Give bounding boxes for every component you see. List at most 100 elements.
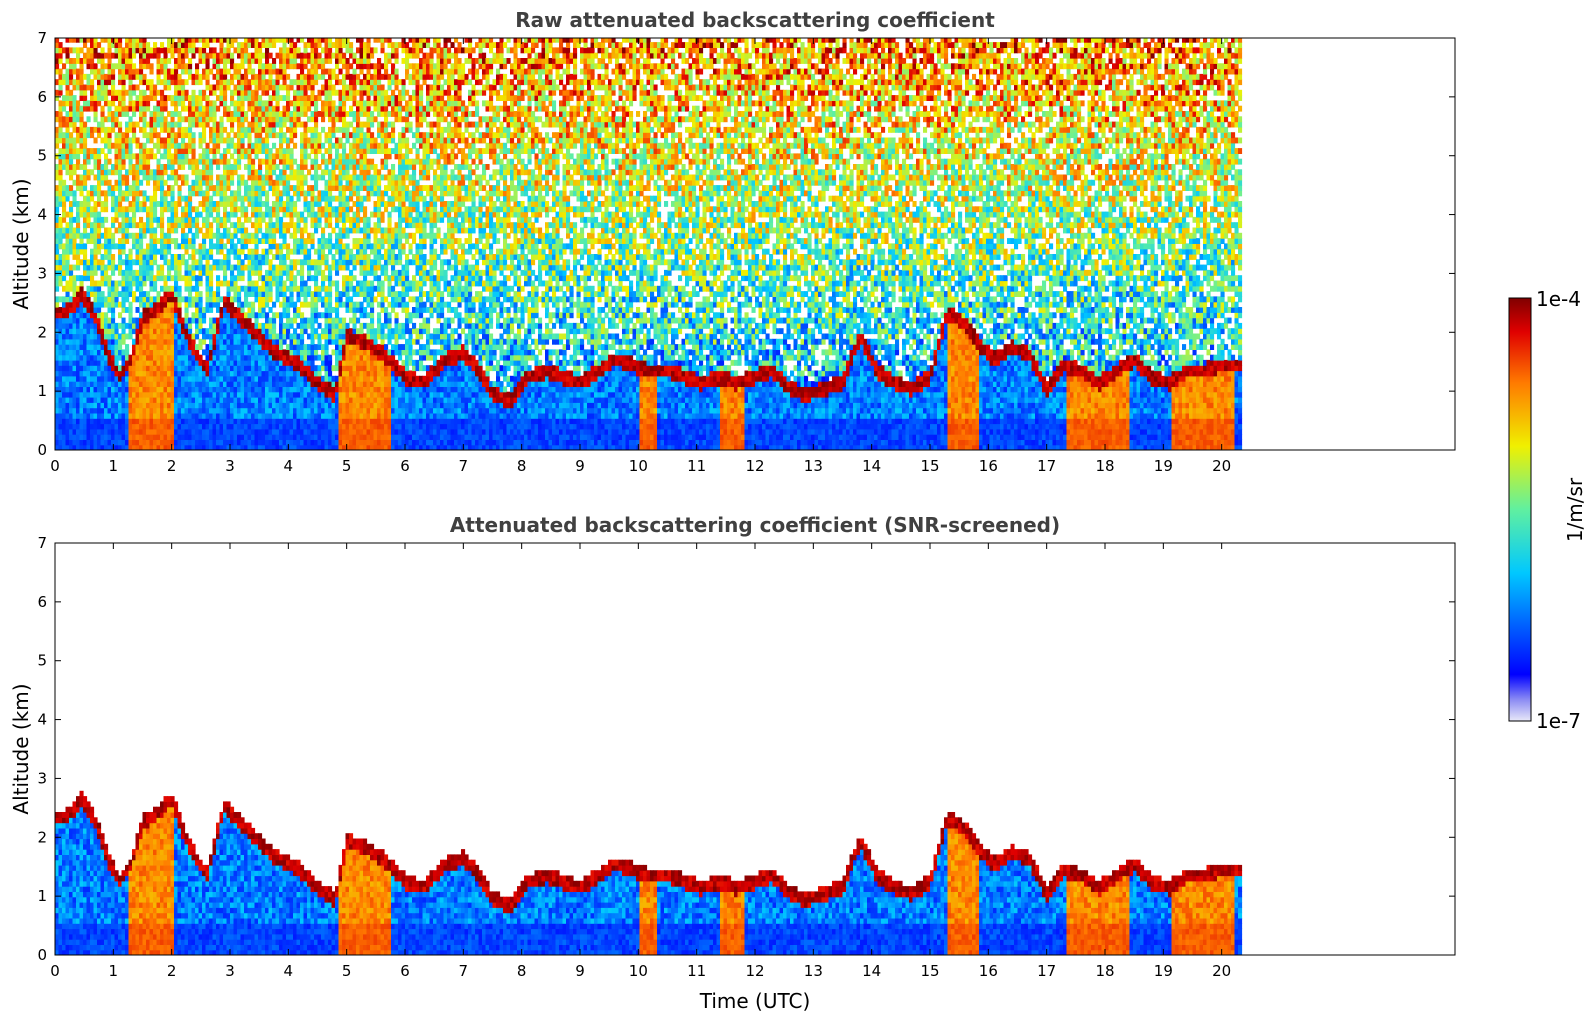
top-heatmap-cell (209, 302, 213, 308)
top-heatmap-cell (87, 386, 91, 392)
top-heatmap-cell (129, 307, 133, 313)
top-heatmap-cell (69, 355, 73, 361)
top-heatmap-cell (185, 249, 189, 255)
top-heatmap-cell (115, 365, 119, 371)
top-heatmap-cell (111, 69, 115, 75)
top-heatmap-cell (94, 201, 98, 207)
top-heatmap-cell (164, 334, 168, 340)
top-heatmap-cell (209, 53, 213, 59)
top-heatmap-cell (146, 408, 150, 414)
top-heatmap-cell (90, 148, 94, 154)
top-heatmap-cell (167, 122, 171, 128)
top-heatmap-cell (174, 323, 178, 329)
top-heatmap-cell (171, 201, 175, 207)
top-heatmap-cell (59, 334, 63, 340)
top-heatmap-cell (62, 233, 66, 239)
top-heatmap-cell (94, 175, 98, 181)
top-heatmap-cell (192, 243, 196, 249)
top-heatmap-cell (118, 371, 122, 377)
top-heatmap-cell (213, 100, 217, 106)
top-heatmap-cell (199, 281, 203, 287)
top-heatmap-cell (192, 418, 196, 424)
top-heatmap-cell (150, 196, 154, 202)
top-heatmap-cell (66, 344, 70, 350)
top-heatmap-cell (167, 132, 171, 138)
top-heatmap-cell (146, 355, 150, 361)
top-heatmap-cell (192, 286, 196, 292)
top-heatmap-cell (150, 328, 154, 334)
top-heatmap-cell (73, 106, 77, 112)
top-heatmap-cell (83, 270, 87, 276)
top-heatmap-cell (59, 254, 63, 260)
top-heatmap-cell (73, 281, 77, 287)
top-heatmap-cell (139, 74, 143, 80)
top-heatmap-cell (118, 106, 122, 112)
top-heatmap-cell (62, 365, 66, 371)
top-heatmap-cell (122, 228, 126, 234)
top-heatmap-cell (178, 339, 182, 345)
top-heatmap-cell (97, 408, 101, 414)
top-heatmap-cell (150, 355, 154, 361)
top-heatmap-cell (150, 116, 154, 122)
top-heatmap-cell (167, 424, 171, 430)
top-heatmap-cell (97, 159, 101, 165)
top-heatmap-cell (97, 127, 101, 133)
top-heatmap-cell (174, 169, 178, 175)
top-heatmap-cell (55, 259, 59, 265)
top-heatmap-cell (157, 323, 161, 329)
top-heatmap-cell (199, 138, 203, 144)
top-heatmap-cell (90, 402, 94, 408)
top-heatmap-cell (73, 201, 77, 207)
top-heatmap-cell (188, 63, 192, 69)
top-heatmap-cell (66, 296, 70, 302)
top-heatmap-cell (185, 143, 189, 149)
top-heatmap-cell (195, 169, 199, 175)
top-heatmap-cell (111, 233, 115, 239)
top-heatmap-cell (66, 127, 70, 133)
top-heatmap-cell (111, 74, 115, 80)
top-heatmap-cell (178, 201, 182, 207)
top-heatmap-cell (153, 190, 157, 196)
top-heatmap-cell (59, 413, 63, 419)
top-heatmap-cell (104, 79, 108, 85)
top-heatmap-cell (108, 323, 112, 329)
top-heatmap-cell (188, 413, 192, 419)
top-heatmap-cell (146, 265, 150, 271)
top-heatmap-cell (171, 116, 175, 122)
top-heatmap-cell (139, 381, 143, 387)
top-heatmap-cell (111, 222, 115, 228)
top-heatmap-cell (157, 328, 161, 334)
top-heatmap-cell (108, 47, 112, 53)
top-heatmap-cell (146, 100, 150, 106)
top-heatmap-cell (209, 47, 213, 53)
top-heatmap-cell (174, 344, 178, 350)
top-heatmap-cell (55, 143, 59, 149)
top-heatmap-cell (209, 429, 213, 435)
top-heatmap-cell (150, 312, 154, 318)
top-heatmap-cell (115, 47, 119, 53)
top-heatmap-cell (66, 185, 70, 191)
top-heatmap-cell (143, 122, 147, 128)
top-heatmap-cell (94, 217, 98, 223)
top-heatmap-cell (178, 47, 182, 53)
top-heatmap-cell (192, 222, 196, 228)
top-heatmap-cell (188, 74, 192, 80)
top-heatmap-cell (171, 392, 175, 398)
top-heatmap-cell (101, 85, 105, 91)
top-heatmap-cell (115, 291, 119, 297)
top-heatmap-cell (171, 143, 175, 149)
top-heatmap-cell (209, 424, 213, 430)
top-heatmap-cell (62, 318, 66, 324)
top-heatmap-cell (171, 397, 175, 403)
top-heatmap-cell (132, 365, 136, 371)
top-heatmap-cell (209, 365, 213, 371)
top-heatmap-cell (62, 270, 66, 276)
top-heatmap-cell (216, 355, 220, 361)
top-heatmap-cell (199, 381, 203, 387)
top-heatmap-cell (181, 334, 185, 340)
top-heatmap-cell (104, 355, 108, 361)
top-heatmap-cell (209, 291, 213, 297)
top-heatmap-cell (59, 318, 63, 324)
top-heatmap-cell (146, 275, 150, 281)
top-heatmap-cell (80, 328, 84, 334)
